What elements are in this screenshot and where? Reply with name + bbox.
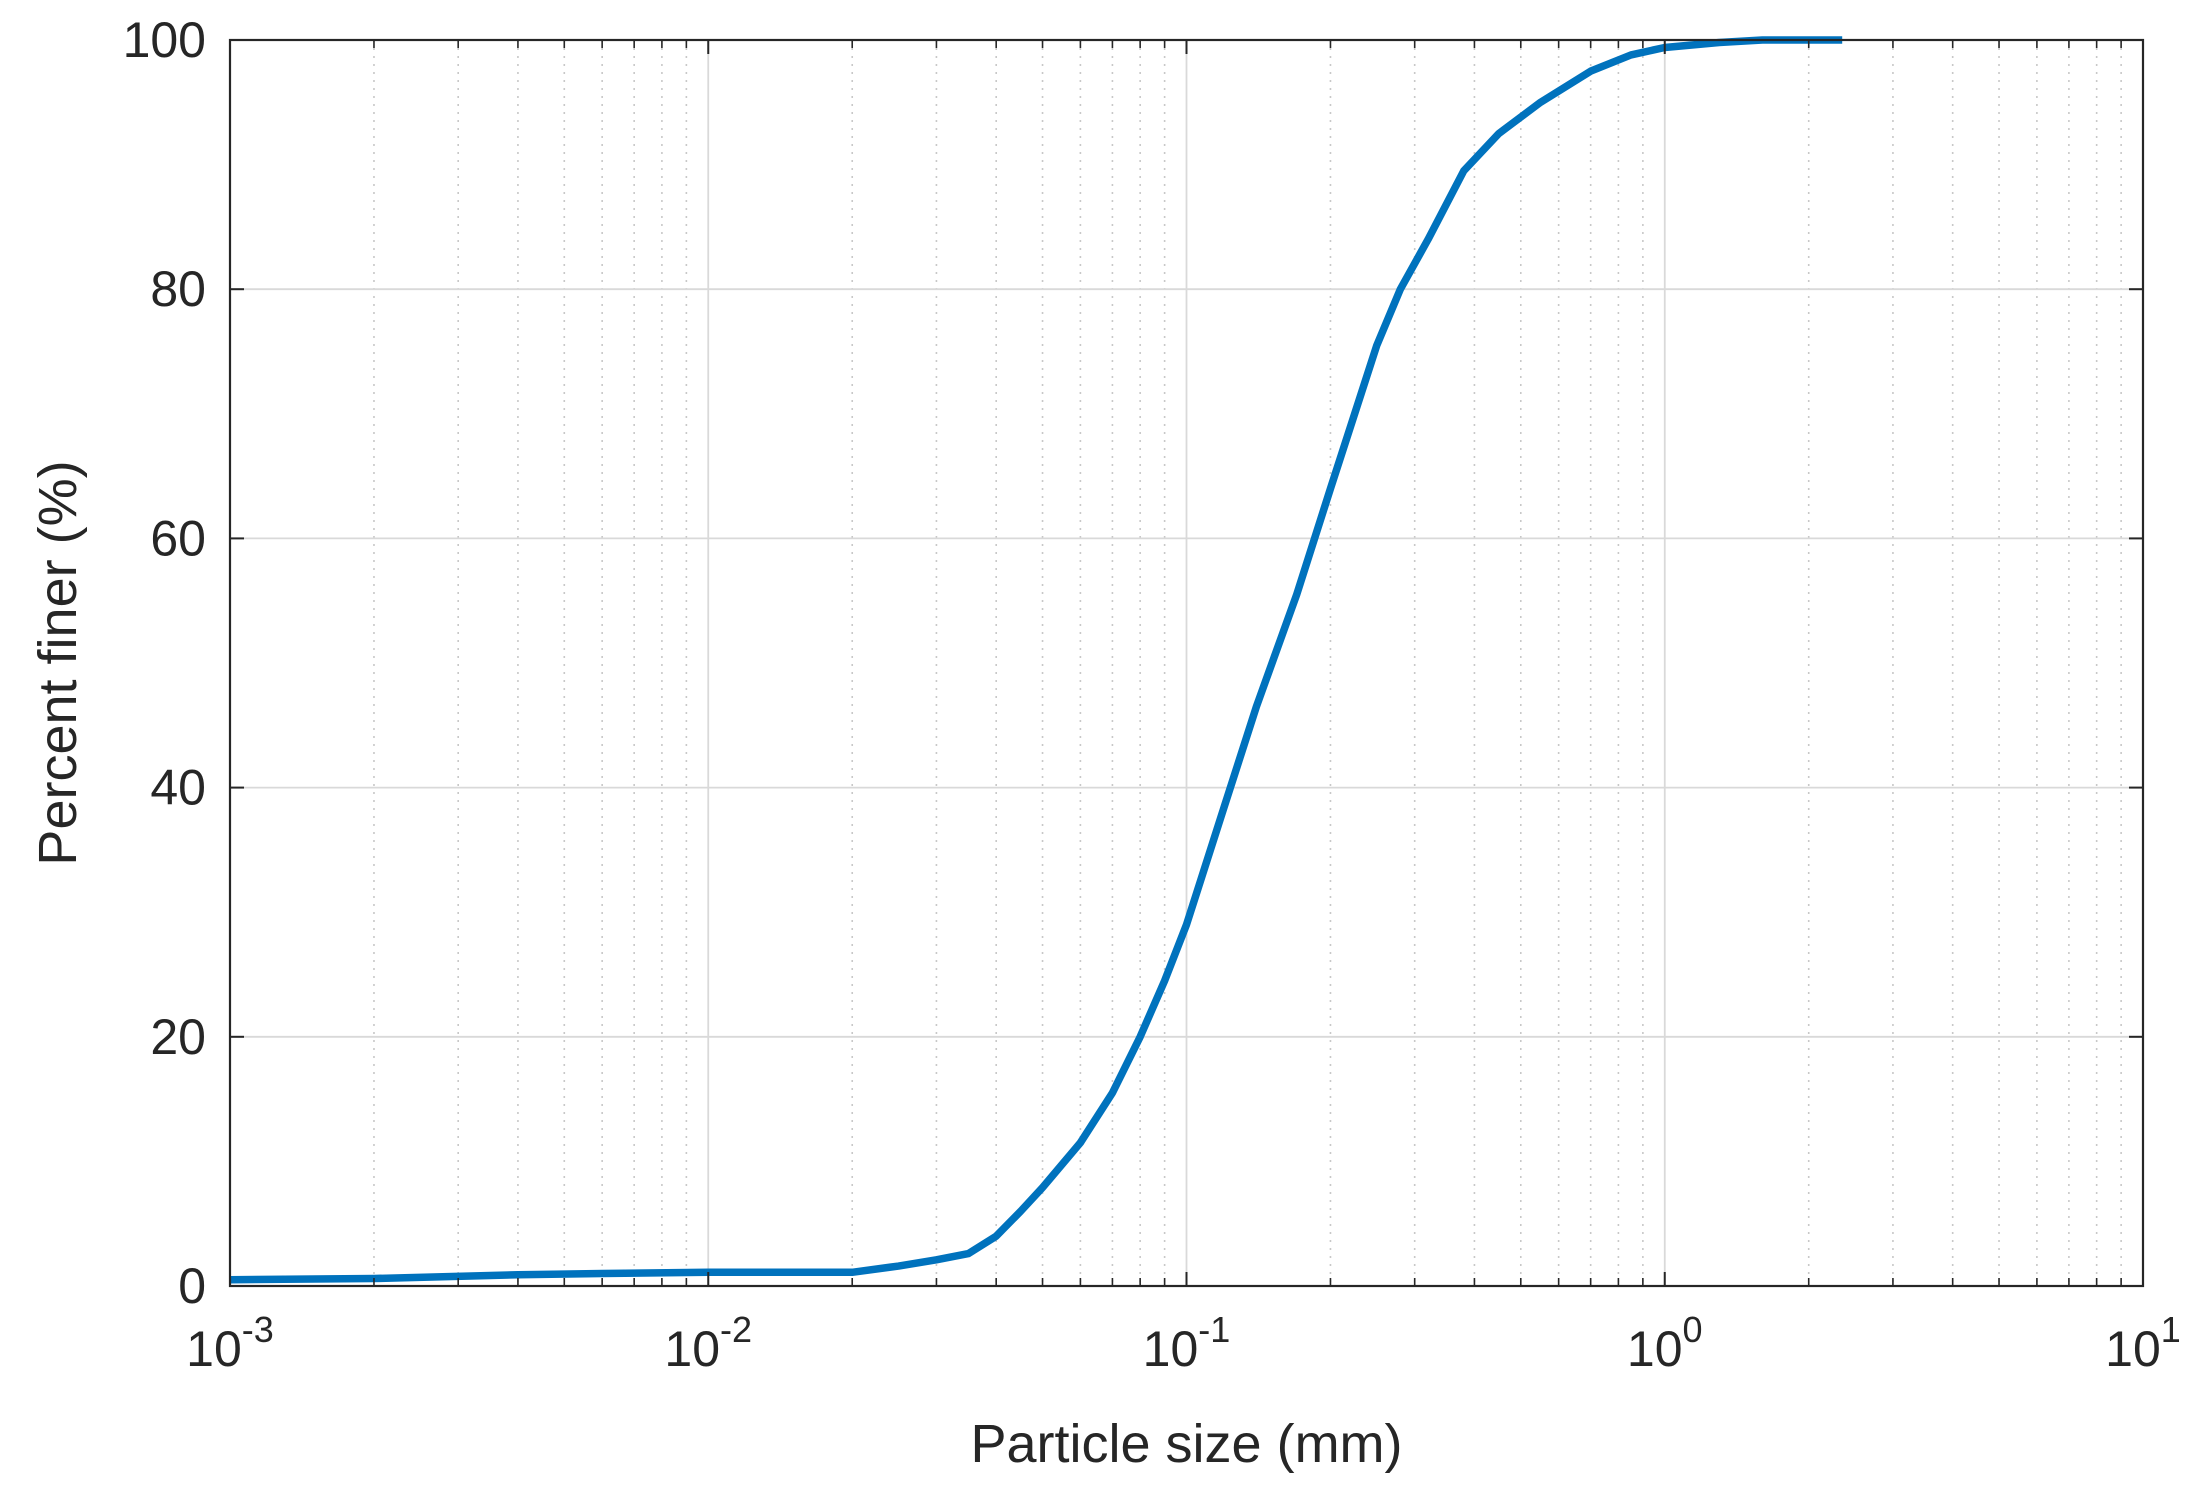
y-tick-label: 100: [123, 12, 206, 68]
x-tick-label: 10-3: [186, 1309, 274, 1377]
x-axis-label: Particle size (mm): [970, 1414, 1402, 1474]
y-tick-label: 80: [150, 261, 206, 317]
y-tick-label: 0: [178, 1258, 206, 1314]
y-tick-label: 40: [150, 760, 206, 816]
x-tick-label: 101: [2105, 1309, 2181, 1377]
y-axis-label: Percent finer (%): [28, 460, 88, 865]
x-tick-label: 10-1: [1143, 1309, 1231, 1377]
x-tick-label: 100: [1627, 1309, 1703, 1377]
y-tick-label: 60: [150, 510, 206, 566]
tick-marks: [229, 39, 2144, 1287]
series-line: [229, 36, 1843, 1284]
y-tick-label: 20: [150, 1009, 206, 1065]
x-tick-label: 10-2: [664, 1309, 752, 1377]
